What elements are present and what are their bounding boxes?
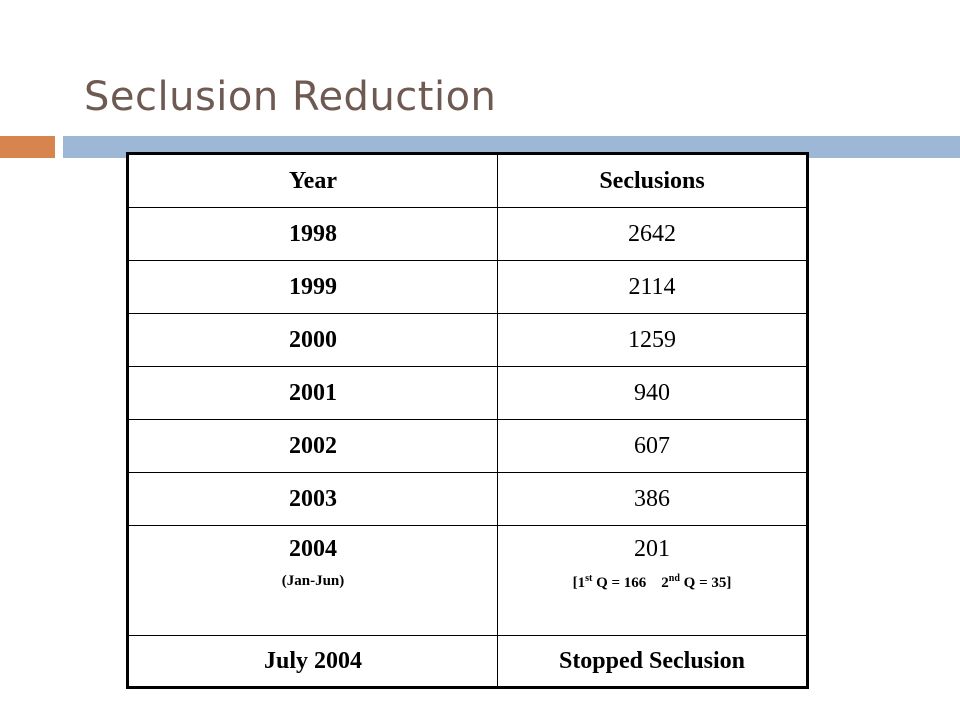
seclusions-cell: 2642 xyxy=(497,207,808,261)
table-row: 2000 1259 xyxy=(127,313,808,367)
seclusions-2004-value: 201 xyxy=(634,536,670,562)
table-row: 2001 940 xyxy=(127,366,808,420)
seclusions-cell: 2114 xyxy=(497,260,808,314)
header-seclusions: Seclusions xyxy=(497,153,808,208)
year-2004-label: 2004 xyxy=(289,536,337,562)
year-cell-final: July 2004 xyxy=(127,635,498,688)
year-cell: 1998 xyxy=(127,207,498,261)
seclusions-cell: 940 xyxy=(497,366,808,420)
title-accent-bar-orange xyxy=(0,136,55,158)
seclusions-cell-2004: 201 [1st Q = 166 2nd Q = 35] xyxy=(497,525,808,636)
year-cell: 2000 xyxy=(127,313,498,367)
table-row: 2002 607 xyxy=(127,419,808,473)
quarter-breakdown-note: [1st Q = 166 2nd Q = 35] xyxy=(498,573,806,592)
q2-value: Q = 35] xyxy=(679,575,732,591)
seclusions-cell: 386 xyxy=(497,472,808,526)
table-row-2004: 2004 (Jan-Jun) 201 [1st Q = 166 2nd Q = … xyxy=(127,525,808,636)
table-row-final: July 2004 Stopped Seclusion xyxy=(127,635,808,688)
header-year: Year xyxy=(127,153,498,208)
table-header-row: Year Seclusions xyxy=(127,153,808,208)
table-row: 1998 2642 xyxy=(127,207,808,261)
q1-suffix: st xyxy=(585,573,593,584)
year-2004-period-note: (Jan-Jun) xyxy=(281,573,345,589)
year-cell-2004: 2004 (Jan-Jun) xyxy=(127,525,498,636)
table-row: 2003 386 xyxy=(127,472,808,526)
seclusion-table: Year Seclusions 1998 2642 1999 2114 2000… xyxy=(126,152,809,689)
seclusions-cell-final: Stopped Seclusion xyxy=(497,635,808,688)
table-row: 1999 2114 xyxy=(127,260,808,314)
year-cell: 2003 xyxy=(127,472,498,526)
year-cell: 1999 xyxy=(127,260,498,314)
q1-open: [1 xyxy=(572,575,586,591)
seclusions-cell: 1259 xyxy=(497,313,808,367)
seclusions-cell: 607 xyxy=(497,419,808,473)
slide-title: Seclusion Reduction xyxy=(84,74,497,120)
q2-suffix: nd xyxy=(668,573,680,584)
q2-lead: 2 xyxy=(661,575,669,591)
year-cell: 2002 xyxy=(127,419,498,473)
year-cell: 2001 xyxy=(127,366,498,420)
q1-value: Q = 166 xyxy=(592,575,647,591)
